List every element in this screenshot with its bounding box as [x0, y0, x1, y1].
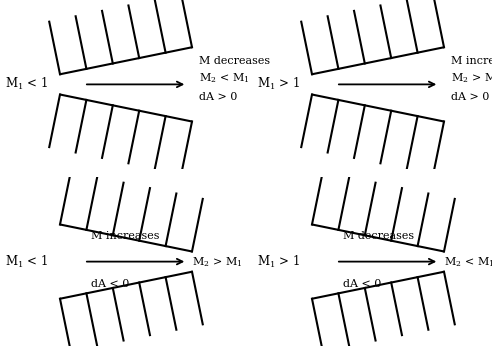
Text: M increases: M increases: [91, 231, 160, 241]
Text: M$_2$ > M$_1$: M$_2$ > M$_1$: [451, 72, 492, 85]
Text: M$_2$ > M$_1$: M$_2$ > M$_1$: [192, 255, 243, 268]
Text: dA < 0: dA < 0: [343, 279, 382, 289]
Text: M decreases: M decreases: [199, 56, 270, 66]
Text: M$_1$ > 1: M$_1$ > 1: [257, 76, 300, 92]
Text: dA < 0: dA < 0: [91, 279, 129, 289]
Text: M decreases: M decreases: [343, 231, 414, 241]
Text: M$_1$ > 1: M$_1$ > 1: [257, 254, 300, 270]
Text: M$_1$ < 1: M$_1$ < 1: [5, 254, 48, 270]
Text: dA > 0: dA > 0: [199, 92, 238, 102]
Text: M increases: M increases: [451, 56, 492, 66]
Text: M$_1$ < 1: M$_1$ < 1: [5, 76, 48, 92]
Text: M$_2$ < M$_1$: M$_2$ < M$_1$: [199, 72, 250, 85]
Text: M$_2$ < M$_1$: M$_2$ < M$_1$: [444, 255, 492, 268]
Text: dA > 0: dA > 0: [451, 92, 490, 102]
